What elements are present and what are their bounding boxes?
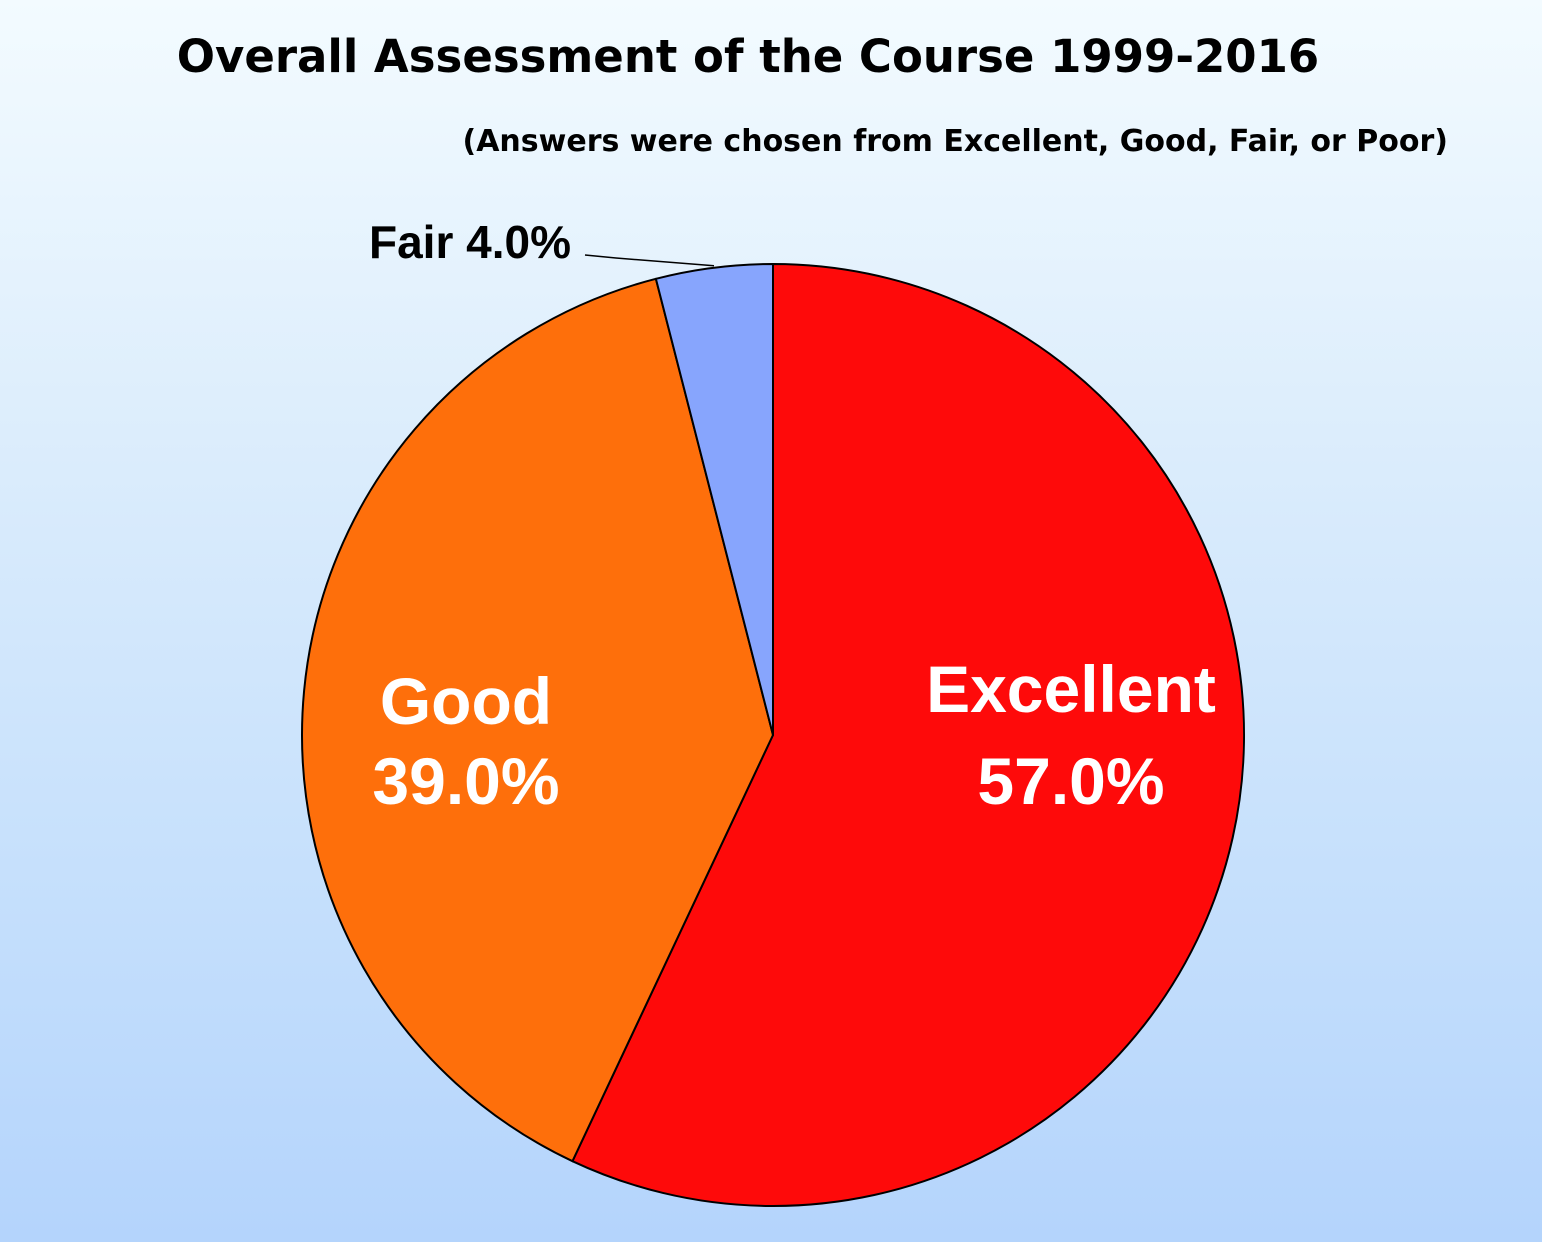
slice-value-good: 39.0%: [372, 744, 559, 818]
slice-value-excellent: 57.0%: [977, 744, 1164, 818]
chart-subtitle: (Answers were chosen from Excellent, Goo…: [462, 124, 1448, 159]
pie-slices: [301, 263, 1245, 1207]
slice-label-fair: Fair 4.0%: [369, 216, 571, 268]
pie-slice-fair: [654, 263, 774, 736]
slice-label-good: Good: [380, 664, 552, 738]
pie-slice-excellent: [571, 263, 1245, 1207]
pie-slice-good: [301, 277, 774, 1163]
slice-label-excellent: Excellent: [926, 652, 1216, 726]
chart-title: Overall Assessment of the Course 1999-20…: [176, 30, 1320, 83]
fair-leader-line: [584, 254, 715, 267]
